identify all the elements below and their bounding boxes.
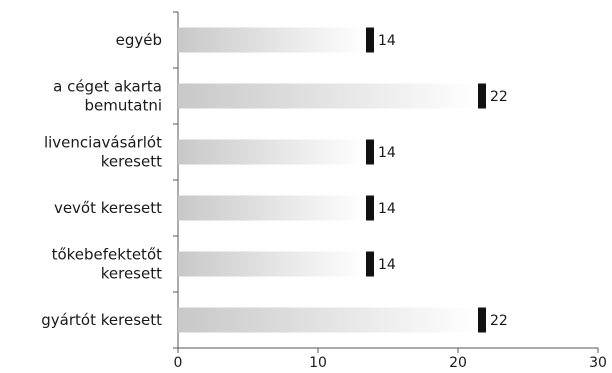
category-label: livenciavásárlót keresett: [44, 134, 162, 171]
bar-value-label: 14: [378, 201, 396, 217]
bar-end-cap: [366, 251, 374, 277]
bar-value-label: 14: [378, 33, 396, 49]
category-label: gyártót keresett: [41, 311, 162, 329]
bar: [178, 195, 366, 221]
bar-end-cap: [366, 195, 374, 221]
bar-value-label: 14: [378, 145, 396, 161]
category-label: vevőt keresett: [54, 199, 162, 217]
value-labels: 14 22 14 14 14 22: [378, 33, 508, 329]
category-label: tőkebefektetőt keresett: [52, 246, 163, 283]
bar: [178, 251, 366, 277]
bar-value-label: 22: [490, 313, 508, 329]
x-tick-labels: 0 10 20 30: [174, 355, 607, 371]
bar-end-cap: [478, 83, 486, 109]
category-label: egyéb: [116, 31, 162, 49]
chart-axes: [173, 11, 599, 353]
bar: [178, 27, 366, 53]
bar: [178, 83, 478, 109]
category-label: a céget akarta bemutatni: [53, 78, 162, 115]
bar-end-cap: [366, 139, 374, 165]
x-tick-label: 10: [309, 355, 327, 371]
chart-bars: [178, 27, 486, 333]
x-tick-label: 0: [174, 355, 183, 371]
x-tick-label: 20: [449, 355, 467, 371]
bar: [178, 307, 478, 333]
bar-end-cap: [478, 307, 486, 333]
bar-value-label: 22: [490, 89, 508, 105]
category-labels: egyéb a céget akarta bemutatni livenciavásá…: [41, 31, 162, 329]
bar: [178, 139, 366, 165]
bar-end-cap: [366, 27, 374, 53]
bar-value-label: 14: [378, 257, 396, 273]
x-tick-label: 30: [589, 355, 607, 371]
